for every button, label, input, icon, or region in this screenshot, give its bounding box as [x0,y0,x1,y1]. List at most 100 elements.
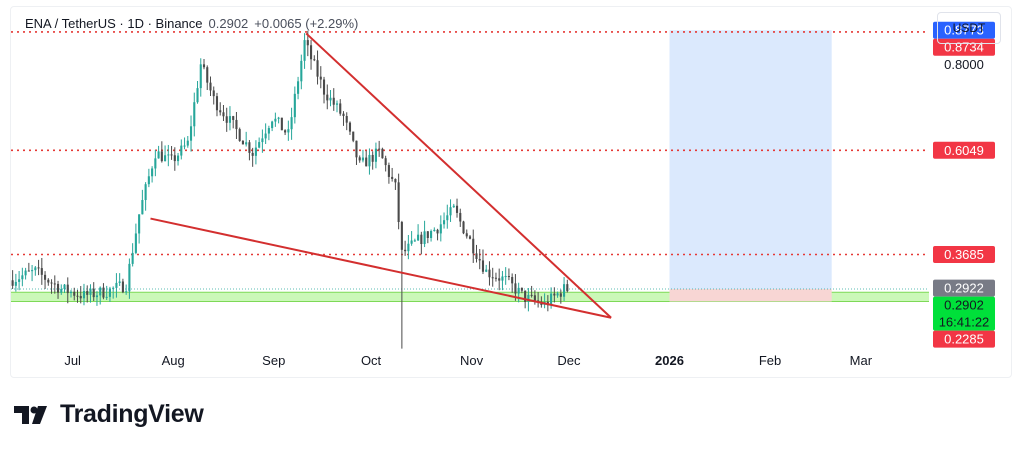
candle-body [442,220,446,225]
candle-body [309,45,313,60]
candle-body [69,291,73,294]
candle-body [99,287,102,296]
candle-body [112,287,115,289]
candle-body [397,182,400,223]
price-badge-text: 0.8773 [944,23,984,38]
x-axis-label: Aug [162,353,185,368]
candle-body [274,118,277,122]
candle-body [271,121,274,129]
candle-body [306,40,309,46]
candle-body [361,157,365,161]
candle-body [407,243,410,252]
candle-body [131,252,134,264]
candle-body [199,64,202,89]
candle-body [44,274,47,280]
candle-body [433,229,436,232]
candle-body [475,253,478,259]
candle-body [92,288,95,298]
x-axis-label: Sep [262,353,285,368]
candle-body [82,290,86,299]
candle-body [170,154,173,156]
candle-body [40,268,43,275]
candle-body [167,154,170,156]
candle-body [105,296,108,298]
candle-body [491,277,494,279]
candle-body [238,129,241,141]
wedge-upper-line [305,32,612,319]
last-price-value: 0.2902 [208,16,249,31]
candle-body [89,288,92,295]
price-badge-text: 0.8000 [944,57,984,72]
candle-body [339,103,342,114]
candle-body [335,103,339,105]
candle-body [24,270,27,276]
x-axis-label: Nov [460,353,484,368]
candle-body [147,176,150,185]
candle-body [439,224,442,234]
candle-body [559,293,562,297]
x-axis-label: Jul [64,353,81,368]
candle-body [381,148,384,159]
candle-body [426,231,429,238]
currency-unit-button[interactable]: USDT [937,12,1001,44]
candle-body [533,295,536,301]
tradingview-brand: TradingView [14,400,204,429]
candle-body [66,284,69,294]
candle-body [507,276,510,278]
candle-body [384,158,387,166]
symbol-header: ENA / TetherUS · 1D · Binance 0.2902 +0.… [25,16,358,31]
price-badge [933,279,995,297]
candle-body [277,117,280,119]
candle-body [342,113,345,117]
candle-body [355,140,358,158]
candle-body [446,215,449,221]
candle-body [37,267,40,269]
candle-body [189,126,193,141]
candle-body [173,155,176,162]
candle-body [287,129,290,133]
candle-body [329,97,332,101]
candle-body [47,279,50,283]
candle-body [141,200,144,215]
candle-body [417,234,420,241]
candle-body [73,291,76,296]
candle-body [485,269,488,272]
candle-body [108,288,111,297]
candle-body [164,155,167,162]
candle-body [248,142,251,153]
candle-body [566,284,569,292]
candle-body [177,155,180,162]
candle-body [154,158,157,169]
candle-body [21,275,24,280]
price-chart[interactable]: Jul Aug Sep Oct Nov Dec 2026 Feb Mar0.87730.8734… [11,7,1011,377]
candle-body [284,130,287,133]
candle-body [261,138,264,143]
candle-body [63,284,66,289]
candle-body [514,283,517,294]
price-badge [933,296,995,331]
symbol-title: ENA / TetherUS · 1D · Binance [25,16,203,31]
candle-body [251,152,254,156]
x-axis-label: Mar [850,353,873,368]
candle-body [258,142,261,148]
candle-body [371,154,374,162]
candle-body [378,148,381,150]
candle-body [352,131,355,141]
candle-body [420,234,423,245]
price-badge-text: 0.2285 [944,332,984,347]
tradingview-logo-icon [14,405,47,424]
candle-body [332,97,335,105]
candle-body [517,287,520,294]
candle-body [267,128,270,134]
candle-body [56,283,60,293]
candle-body [212,90,215,97]
candle-body [241,140,244,145]
candle-body [478,258,481,261]
candle-body [488,269,491,278]
currency-unit-label: USDT [952,21,986,35]
candle-body [449,207,452,216]
chart-area[interactable]: Jul Aug Sep Oct Nov Dec 2026 Feb Mar 0.8773 0.8734… [10,6,1012,378]
candle-body [95,295,99,298]
candle-body [144,184,147,201]
candle-body [348,122,352,132]
